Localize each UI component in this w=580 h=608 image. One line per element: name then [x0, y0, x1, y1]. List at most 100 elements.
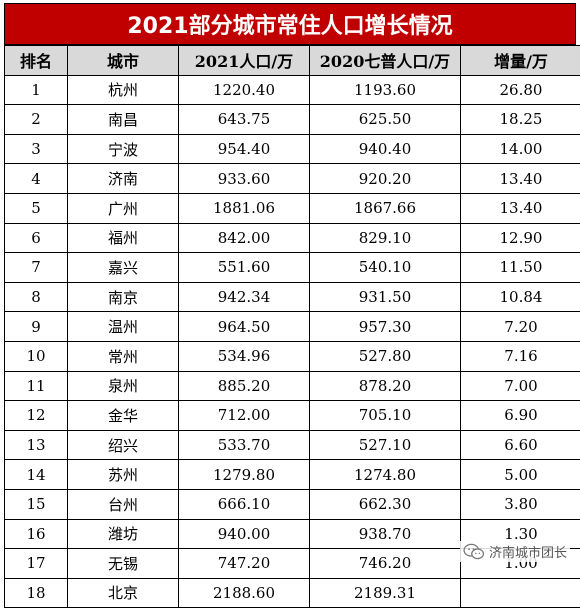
cell-increase: 26.80	[461, 75, 580, 105]
cell-pop-2021: 940.00	[179, 519, 310, 549]
cell-city: 潍坊	[68, 519, 179, 549]
cell-pop-2020: 662.30	[310, 489, 461, 519]
cell-pop-2021: 666.10	[179, 489, 310, 519]
cell-increase: 7.16	[461, 341, 580, 371]
cell-city: 无锡	[68, 549, 179, 579]
cell-city: 金华	[68, 401, 179, 431]
cell-rank: 9	[5, 312, 68, 342]
cell-pop-2020: 625.50	[310, 105, 461, 135]
cell-rank: 15	[5, 489, 68, 519]
cell-city: 广州	[68, 193, 179, 223]
cell-pop-2020: 829.10	[310, 223, 461, 253]
watermark-text: 济南城市团长	[489, 542, 567, 561]
cell-rank: 10	[5, 341, 68, 371]
cell-pop-2021: 551.60	[179, 253, 310, 283]
header-row: 排名 城市 2021人口/万 2020七普人口/万 增量/万	[5, 46, 580, 76]
cell-pop-2021: 1881.06	[179, 193, 310, 223]
cell-increase: 14.00	[461, 134, 580, 164]
cell-pop-2020: 878.20	[310, 371, 461, 401]
cell-pop-2021: 533.70	[179, 430, 310, 460]
header-increase: 增量/万	[461, 46, 580, 76]
cell-increase	[461, 578, 580, 608]
cell-rank: 8	[5, 282, 68, 312]
spreadsheet: 2021部分城市常住人口增长情况 排名 城市 2021人口/万 2020七普人口…	[0, 0, 580, 570]
cell-pop-2021: 933.60	[179, 164, 310, 194]
cell-city: 常州	[68, 341, 179, 371]
watermark: 济南城市团长	[460, 541, 570, 562]
cell-pop-2020: 938.70	[310, 519, 461, 549]
cell-pop-2020: 931.50	[310, 282, 461, 312]
cell-city: 嘉兴	[68, 253, 179, 283]
cell-pop-2021: 964.50	[179, 312, 310, 342]
cell-pop-2021: 643.75	[179, 105, 310, 135]
header-pop-2021: 2021人口/万	[179, 46, 310, 76]
cell-pop-2020: 705.10	[310, 401, 461, 431]
header-city: 城市	[68, 46, 179, 76]
cell-increase: 6.90	[461, 401, 580, 431]
cell-city: 台州	[68, 489, 179, 519]
cell-rank: 3	[5, 134, 68, 164]
cell-pop-2020: 1193.60	[310, 75, 461, 105]
cell-increase: 7.00	[461, 371, 580, 401]
cell-increase: 13.40	[461, 164, 580, 194]
cell-pop-2021: 534.96	[179, 341, 310, 371]
cell-pop-2020: 746.20	[310, 549, 461, 579]
cell-rank: 7	[5, 253, 68, 283]
cell-city: 北京	[68, 578, 179, 608]
cell-city: 南昌	[68, 105, 179, 135]
cell-city: 温州	[68, 312, 179, 342]
cell-pop-2020: 1274.80	[310, 460, 461, 490]
cell-city: 绍兴	[68, 430, 179, 460]
cell-pop-2021: 942.34	[179, 282, 310, 312]
cell-rank: 6	[5, 223, 68, 253]
cell-increase: 18.25	[461, 105, 580, 135]
cell-pop-2020: 527.10	[310, 430, 461, 460]
table-title: 2021部分城市常住人口增长情况	[4, 3, 576, 45]
cell-city: 苏州	[68, 460, 179, 490]
cell-city: 泉州	[68, 371, 179, 401]
cell-pop-2020: 1867.66	[310, 193, 461, 223]
cell-pop-2021: 1220.40	[179, 75, 310, 105]
cell-increase: 5.00	[461, 460, 580, 490]
cell-rank: 4	[5, 164, 68, 194]
cell-rank: 5	[5, 193, 68, 223]
cell-city: 福州	[68, 223, 179, 253]
header-pop-2020: 2020七普人口/万	[310, 46, 461, 76]
cell-rank: 17	[5, 549, 68, 579]
cell-city: 南京	[68, 282, 179, 312]
cell-rank: 14	[5, 460, 68, 490]
cell-increase: 12.90	[461, 223, 580, 253]
wechat-icon	[463, 543, 485, 561]
cell-pop-2020: 940.40	[310, 134, 461, 164]
cell-rank: 11	[5, 371, 68, 401]
cell-city: 济南	[68, 164, 179, 194]
cell-pop-2021: 2188.60	[179, 578, 310, 608]
cell-pop-2021: 954.40	[179, 134, 310, 164]
cell-increase: 3.80	[461, 489, 580, 519]
cell-rank: 1	[5, 75, 68, 105]
cell-rank: 13	[5, 430, 68, 460]
cell-pop-2020: 2189.31	[310, 578, 461, 608]
cell-increase: 10.84	[461, 282, 580, 312]
cell-pop-2021: 1279.80	[179, 460, 310, 490]
cell-pop-2020: 957.30	[310, 312, 461, 342]
cell-pop-2021: 885.20	[179, 371, 310, 401]
cell-increase: 6.60	[461, 430, 580, 460]
cell-city: 宁波	[68, 134, 179, 164]
cell-city: 杭州	[68, 75, 179, 105]
